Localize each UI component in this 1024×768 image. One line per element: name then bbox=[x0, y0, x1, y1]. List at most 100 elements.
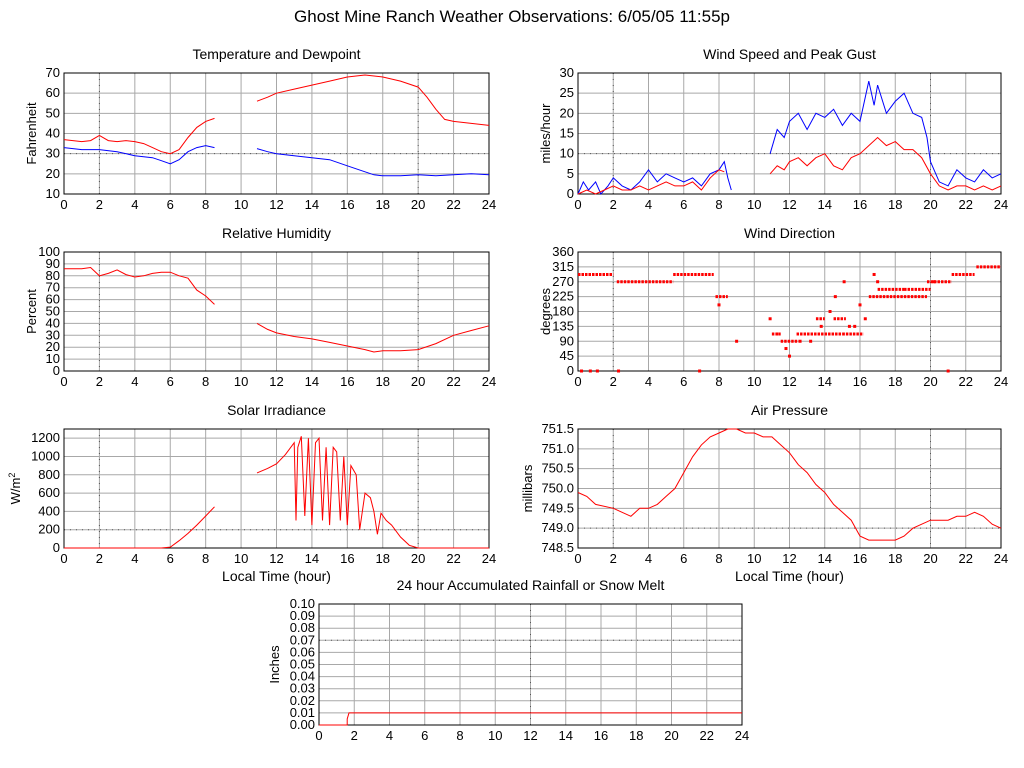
y-tick-label: 30 bbox=[46, 146, 60, 161]
x-tick-label: 20 bbox=[411, 197, 425, 212]
x-tick-label: 16 bbox=[853, 197, 867, 212]
y-tick-label: 20 bbox=[46, 166, 60, 181]
direction-point bbox=[580, 369, 584, 373]
series-line bbox=[63, 117, 215, 155]
solar-chart: 0 2 4 6 8 10 12 14 16 18 20 22 240200400600800100012… bbox=[7, 402, 496, 584]
x-axis-label: Local Time (hour) bbox=[735, 568, 844, 584]
y-tick-label: 200 bbox=[38, 522, 60, 537]
x-tick-label: 8 bbox=[456, 728, 463, 743]
direction-point bbox=[932, 280, 936, 284]
y-tick-label: 225 bbox=[552, 289, 574, 304]
y-axis-label: W/m2 bbox=[7, 473, 23, 505]
chart-title: Relative Humidity bbox=[222, 225, 331, 241]
x-tick-label: 20 bbox=[923, 551, 937, 566]
y-tick-label: 600 bbox=[38, 485, 60, 500]
y-tick-label: 360 bbox=[552, 244, 574, 259]
x-tick-label: 8 bbox=[715, 374, 722, 389]
y-tick-label: 749.0 bbox=[541, 520, 574, 535]
x-tick-label: 24 bbox=[994, 197, 1008, 212]
x-tick-label: 0 bbox=[60, 551, 67, 566]
y-axis-label: Inches bbox=[267, 645, 282, 684]
x-tick-label: 10 bbox=[234, 551, 248, 566]
x-tick-label: 10 bbox=[747, 551, 761, 566]
y-tick-label: 0.05 bbox=[290, 657, 315, 672]
x-tick-label: 24 bbox=[994, 374, 1008, 389]
y-tick-label: 70 bbox=[46, 280, 60, 295]
x-tick-label: 20 bbox=[411, 374, 425, 389]
x-tick-label: 0 bbox=[574, 197, 581, 212]
x-tick-label: 6 bbox=[680, 551, 687, 566]
page-title: Ghost Mine Ranch Weather Observations: 6… bbox=[294, 7, 730, 26]
y-tick-label: 0.02 bbox=[290, 693, 315, 708]
x-tick-label: 6 bbox=[167, 197, 174, 212]
x-tick-label: 18 bbox=[629, 728, 643, 743]
x-tick-label: 22 bbox=[959, 374, 973, 389]
pressure-chart: 0 2 4 6 8 10 12 14 16 18 20 22 24748.5749.0749.5750.… bbox=[520, 402, 1008, 584]
direction-point bbox=[853, 324, 857, 328]
y-tick-label: 0.04 bbox=[290, 669, 315, 684]
y-tick-label: 0.03 bbox=[290, 681, 315, 696]
x-tick-label: 12 bbox=[782, 551, 796, 566]
y-tick-label: 1000 bbox=[31, 448, 60, 463]
y-tick-label: 750.5 bbox=[541, 461, 574, 476]
direction-point bbox=[872, 272, 876, 276]
y-tick-label: 750.0 bbox=[541, 481, 574, 496]
direction-point bbox=[847, 324, 851, 328]
y-tick-label: 90 bbox=[560, 333, 574, 348]
y-tick-label: 748.5 bbox=[541, 540, 574, 555]
y-tick-label: 135 bbox=[552, 318, 574, 333]
x-tick-label: 16 bbox=[340, 197, 354, 212]
direction-point bbox=[798, 339, 802, 343]
x-tick-label: 24 bbox=[735, 728, 749, 743]
x-tick-label: 0 bbox=[574, 374, 581, 389]
x-tick-label: 0 bbox=[60, 374, 67, 389]
y-tick-label: 0 bbox=[53, 363, 60, 378]
chart-title: Solar Irradiance bbox=[227, 402, 326, 418]
series-line bbox=[256, 74, 490, 126]
x-tick-label: 0 bbox=[315, 728, 322, 743]
x-tick-label: 6 bbox=[167, 374, 174, 389]
x-tick-label: 14 bbox=[818, 551, 832, 566]
series-line bbox=[577, 160, 732, 195]
plot-frame bbox=[63, 251, 490, 372]
chart-title: 24 hour Accumulated Rainfall or Snow Mel… bbox=[397, 577, 665, 593]
direction-point bbox=[588, 369, 592, 373]
x-tick-label: 14 bbox=[305, 551, 319, 566]
direction-point bbox=[819, 324, 823, 328]
x-tick-label: 4 bbox=[645, 374, 652, 389]
x-tick-label: 22 bbox=[446, 551, 460, 566]
y-tick-label: 20 bbox=[560, 105, 574, 120]
x-tick-label: 8 bbox=[715, 197, 722, 212]
x-axis-label: Local Time (hour) bbox=[222, 568, 331, 584]
direction-point bbox=[863, 317, 867, 321]
series-line bbox=[769, 80, 1002, 187]
x-tick-label: 0 bbox=[60, 197, 67, 212]
x-tick-label: 16 bbox=[594, 728, 608, 743]
x-tick-label: 24 bbox=[482, 197, 496, 212]
direction-point bbox=[784, 347, 788, 351]
x-tick-label: 20 bbox=[664, 728, 678, 743]
x-tick-label: 14 bbox=[818, 197, 832, 212]
x-tick-label: 18 bbox=[888, 551, 902, 566]
y-tick-label: 0.01 bbox=[290, 705, 315, 720]
plot-frame bbox=[318, 603, 743, 726]
direction-point bbox=[768, 317, 772, 321]
series-line bbox=[256, 148, 490, 177]
x-tick-label: 24 bbox=[482, 551, 496, 566]
y-tick-label: 180 bbox=[552, 304, 574, 319]
x-tick-label: 0 bbox=[574, 551, 581, 566]
chart-title: Air Pressure bbox=[751, 402, 828, 418]
x-tick-label: 18 bbox=[888, 374, 902, 389]
series-line bbox=[256, 322, 490, 353]
x-tick-label: 20 bbox=[923, 374, 937, 389]
y-axis-label: millibars bbox=[520, 464, 535, 512]
chart-title: Wind Direction bbox=[744, 225, 835, 241]
x-tick-label: 6 bbox=[167, 551, 174, 566]
x-tick-label: 2 bbox=[610, 197, 617, 212]
rh-chart: 0 2 4 6 8 10 12 14 16 18 20 22 240102030405060708090… bbox=[24, 225, 496, 389]
direction-point bbox=[735, 339, 739, 343]
series-line bbox=[63, 145, 215, 165]
y-tick-label: 40 bbox=[46, 315, 60, 330]
direction-point bbox=[833, 295, 837, 299]
